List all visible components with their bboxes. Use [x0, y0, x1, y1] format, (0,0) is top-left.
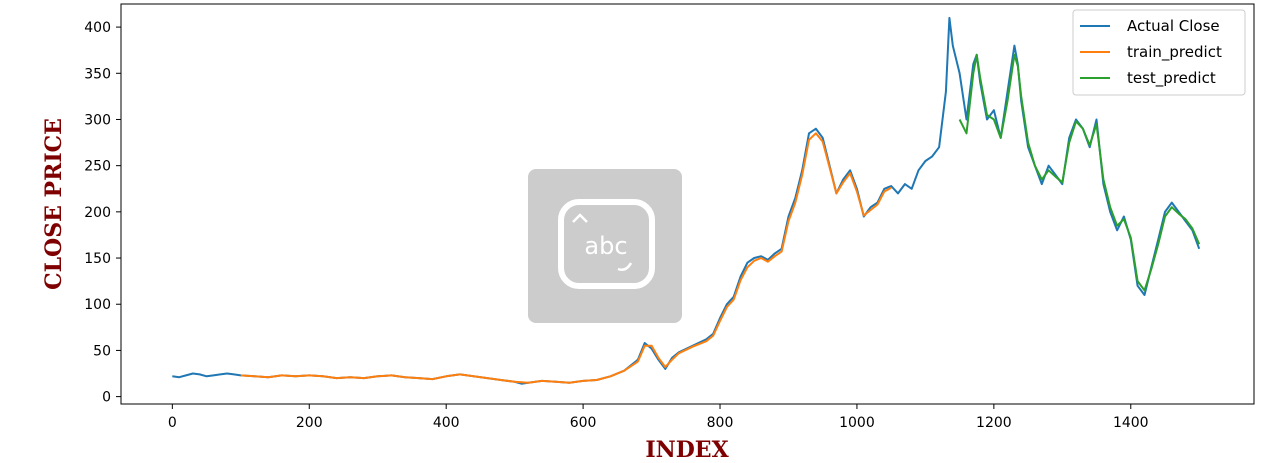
test-predict-line: [958, 53, 1201, 292]
legend-box: [1072, 9, 1246, 96]
y-tick-label: 150: [84, 251, 111, 267]
train-predict-line: [240, 132, 892, 384]
x-tick-label: 800: [707, 415, 734, 431]
series-layer: [172, 16, 1201, 385]
legend-label-test-predict: test_predict: [1127, 69, 1216, 88]
x-tick-label: 0: [168, 415, 177, 431]
ticks-layer: 0 200 400 600 800 1000 1200 1400 0 50 100 150 200 250…: [84, 20, 1148, 431]
y-tick-label: 400: [84, 20, 111, 36]
x-tick-label: 400: [433, 415, 460, 431]
plot-frame: [120, 3, 1255, 405]
y-tick-label: 50: [93, 343, 111, 359]
x-tick-label: 1000: [839, 415, 875, 431]
legend-label-actual-close: Actual Close: [1127, 17, 1220, 35]
x-axis-title: INDEX: [645, 437, 729, 463]
abc-keyboard-icon: abc: [528, 169, 682, 323]
legend-label-train-predict: train_predict: [1127, 43, 1222, 62]
x-tick-label: 1200: [976, 415, 1012, 431]
x-tick-label: 200: [296, 415, 323, 431]
watermark-text: abc: [584, 232, 627, 260]
actual-close-line: [172, 16, 1201, 385]
x-tick-label: 1400: [1113, 415, 1149, 431]
y-tick-label: 300: [84, 112, 111, 128]
y-tick-label: 200: [84, 205, 111, 221]
y-tick-label: 0: [102, 390, 111, 406]
y-axis-title: CLOSE PRICE: [41, 118, 67, 290]
y-tick-label: 350: [84, 66, 111, 82]
y-tick-label: 250: [84, 159, 111, 175]
legend: Actual Close train_predict test_predict: [1072, 9, 1246, 96]
x-tick-label: 600: [570, 415, 597, 431]
y-tick-label: 100: [84, 297, 111, 313]
